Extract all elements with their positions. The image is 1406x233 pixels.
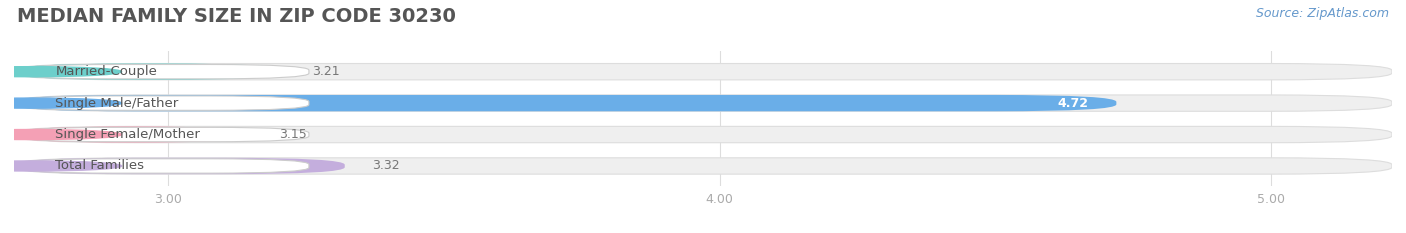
FancyBboxPatch shape xyxy=(17,159,309,173)
Text: 3.21: 3.21 xyxy=(312,65,339,78)
FancyBboxPatch shape xyxy=(14,158,344,174)
Circle shape xyxy=(0,67,122,77)
Circle shape xyxy=(0,161,122,171)
Text: Source: ZipAtlas.com: Source: ZipAtlas.com xyxy=(1256,7,1389,20)
Text: Total Families: Total Families xyxy=(55,159,145,172)
Text: 4.72: 4.72 xyxy=(1057,97,1088,110)
FancyBboxPatch shape xyxy=(14,64,1392,80)
FancyBboxPatch shape xyxy=(17,96,309,110)
FancyBboxPatch shape xyxy=(14,95,1116,111)
FancyBboxPatch shape xyxy=(17,65,309,79)
FancyBboxPatch shape xyxy=(14,126,252,143)
Circle shape xyxy=(0,130,122,140)
Text: Single Female/Mother: Single Female/Mother xyxy=(55,128,200,141)
Text: 3.15: 3.15 xyxy=(278,128,307,141)
FancyBboxPatch shape xyxy=(14,64,284,80)
FancyBboxPatch shape xyxy=(14,126,1392,143)
Text: 3.32: 3.32 xyxy=(373,159,399,172)
FancyBboxPatch shape xyxy=(17,127,309,142)
FancyBboxPatch shape xyxy=(14,158,1392,174)
Text: Single Male/Father: Single Male/Father xyxy=(55,97,179,110)
Text: Married-Couple: Married-Couple xyxy=(55,65,157,78)
FancyBboxPatch shape xyxy=(14,95,1392,111)
Text: MEDIAN FAMILY SIZE IN ZIP CODE 30230: MEDIAN FAMILY SIZE IN ZIP CODE 30230 xyxy=(17,7,456,26)
Circle shape xyxy=(0,98,122,108)
